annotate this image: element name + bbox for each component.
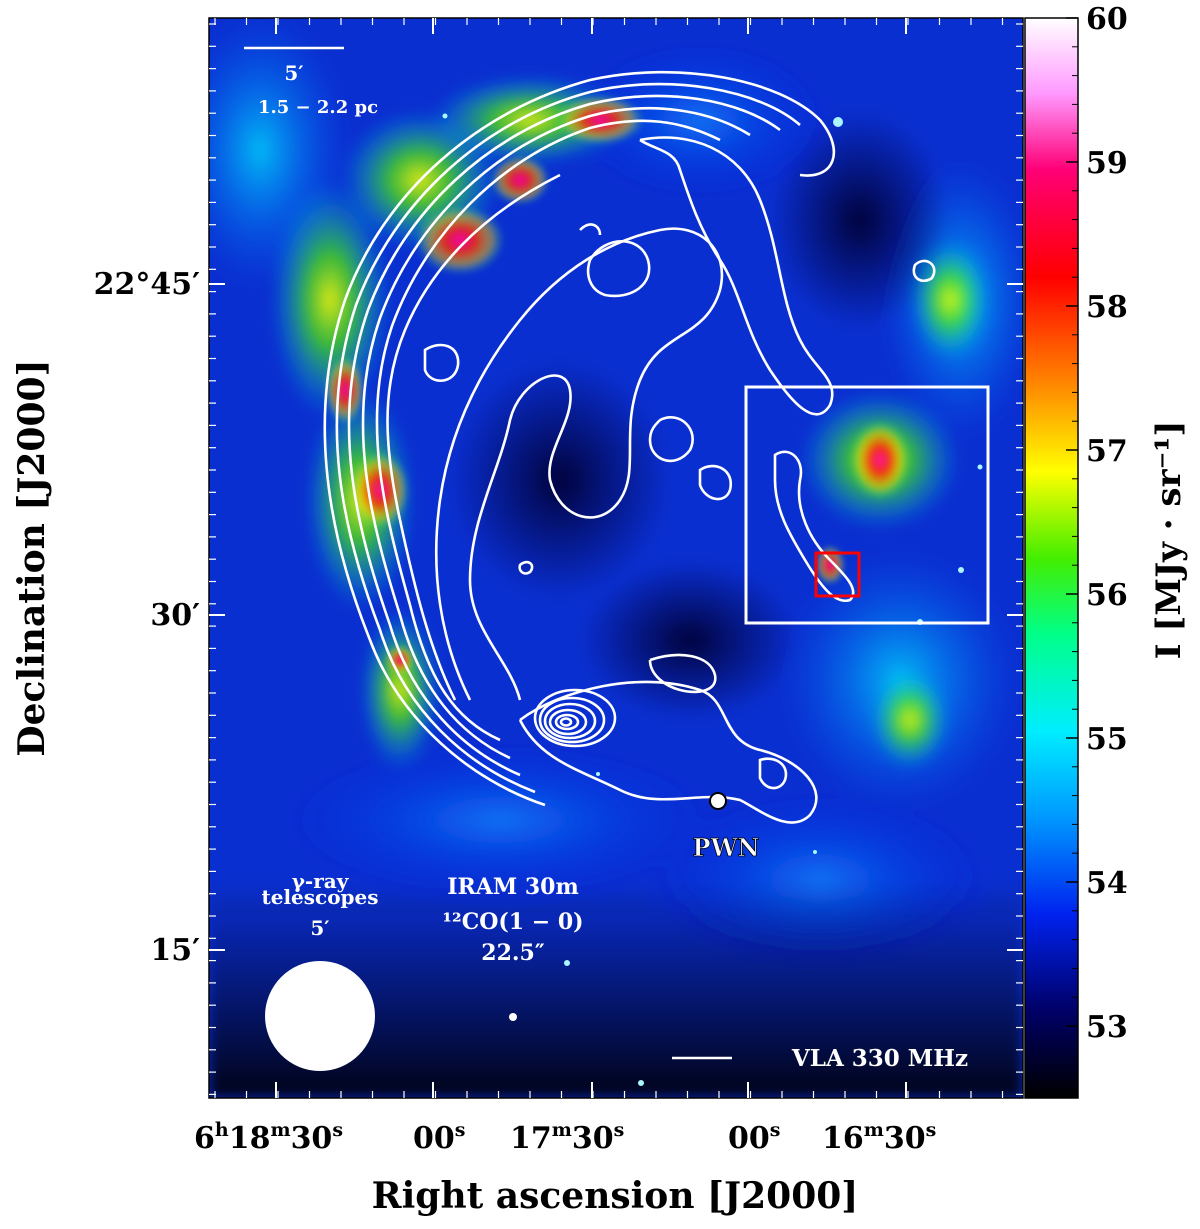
contour-shell-1 bbox=[323, 70, 836, 807]
contour-south-3 bbox=[758, 757, 788, 790]
contour-interior-5 bbox=[698, 464, 733, 501]
inner-box bbox=[814, 551, 861, 598]
colorbar-gradient bbox=[1024, 17, 1079, 1099]
contour-south-2 bbox=[648, 653, 717, 694]
colorbar-tick-label: 59 bbox=[1086, 146, 1128, 181]
pwn-label: PWN bbox=[693, 833, 760, 862]
contour-shell-3 bbox=[347, 94, 781, 777]
iram-line3: 22.5″ bbox=[481, 940, 545, 966]
colorbar-tick-label: 56 bbox=[1086, 578, 1128, 613]
scalebar-distance: 1.5 − 2.2 pc bbox=[258, 97, 378, 118]
contour-south-1 bbox=[518, 680, 818, 824]
x-tick-label: 00s bbox=[728, 1119, 780, 1156]
contour-interior-8 bbox=[648, 416, 694, 463]
vla-contours bbox=[323, 70, 936, 824]
colorbar-tick-label: 54 bbox=[1086, 866, 1128, 901]
y-tick-label: 22°45′ bbox=[94, 267, 200, 302]
contour-shell-4 bbox=[361, 107, 751, 760]
gamma-beam: γ-ray telescopes 5′ bbox=[261, 869, 379, 1071]
iram-line1: IRAM 30m bbox=[447, 874, 579, 900]
scalebar-angle: 5′ bbox=[284, 61, 303, 85]
y-tick-label: 30′ bbox=[150, 598, 200, 633]
gamma-beam-line2: telescopes bbox=[261, 885, 378, 909]
contour-interior-4 bbox=[423, 343, 460, 382]
contour-source-4 bbox=[548, 708, 588, 736]
iram-beam-dot bbox=[509, 1013, 517, 1021]
y-tick-labels: 22°45′ 30′ 15′ bbox=[94, 267, 200, 968]
x-tick-label: 6h18m30s bbox=[194, 1119, 343, 1156]
contour-south-5 bbox=[518, 560, 534, 575]
iram-beam: IRAM 30m ¹²CO(1 − 0) 22.5″ bbox=[442, 874, 584, 1021]
colorbar-tick-label: 60 bbox=[1086, 2, 1128, 37]
y-tick-label: 15′ bbox=[150, 933, 200, 968]
x-tick-labels: 6h18m30s 00s 17m30s 00s 16m30s bbox=[194, 1119, 936, 1156]
scalebar: 5′ 1.5 − 2.2 pc bbox=[244, 46, 378, 118]
contour-shell-2 bbox=[335, 82, 801, 794]
contour-shell-5 bbox=[375, 119, 721, 742]
contour-source-6 bbox=[559, 717, 573, 727]
x-tick-label: 17m30s bbox=[510, 1119, 624, 1156]
contour-source-3 bbox=[543, 702, 597, 740]
zoom-box bbox=[744, 385, 990, 625]
gamma-beam-circle bbox=[265, 961, 375, 1071]
x-axis-title: Right ascension [J2000] bbox=[372, 1175, 859, 1217]
contour-interior-6 bbox=[912, 259, 936, 283]
intensity-map bbox=[209, 18, 1023, 1098]
contour-south-4 bbox=[773, 450, 855, 603]
colorbar-tick-label: 58 bbox=[1086, 290, 1128, 325]
x-tick-label: 00s bbox=[413, 1119, 465, 1156]
pwn-marker: PWN bbox=[692, 792, 760, 862]
contour-interior-7 bbox=[579, 223, 602, 236]
axis-ticks bbox=[209, 18, 1023, 1098]
contour-interior-3 bbox=[586, 239, 651, 298]
contour-interior-2 bbox=[639, 136, 834, 416]
gamma-beam-line3: 5′ bbox=[310, 916, 329, 940]
y-axis-title: Declination [J2000] bbox=[11, 359, 53, 756]
iram-line2: ¹²CO(1 − 0) bbox=[442, 909, 583, 935]
gamma-beam-line1: γ-ray bbox=[292, 869, 350, 893]
colorbar-tick-label: 53 bbox=[1086, 1010, 1128, 1045]
plot-frame bbox=[208, 17, 1024, 1099]
contour-shell-6 bbox=[386, 173, 561, 701]
contour-source-5 bbox=[554, 713, 580, 731]
colorbar-label: I [MJy · sr⁻¹] bbox=[1149, 421, 1189, 660]
contour-interior-1 bbox=[434, 227, 724, 701]
colorbar-tick-label: 55 bbox=[1086, 722, 1128, 757]
colorbar-tick-label: 57 bbox=[1086, 434, 1128, 469]
colorbar: 60 59 58 57 56 55 54 53 I [MJy · sr⁻¹] bbox=[1024, 2, 1189, 1099]
legend-label: VLA 330 MHz bbox=[791, 1045, 968, 1072]
x-tick-label: 16m30s bbox=[822, 1119, 936, 1156]
contour-source-1 bbox=[533, 688, 617, 748]
legend: VLA 330 MHz bbox=[672, 1045, 968, 1072]
contour-source-2 bbox=[538, 696, 606, 744]
colorbar-ticks: 60 59 58 57 56 55 54 53 bbox=[1066, 2, 1128, 1045]
